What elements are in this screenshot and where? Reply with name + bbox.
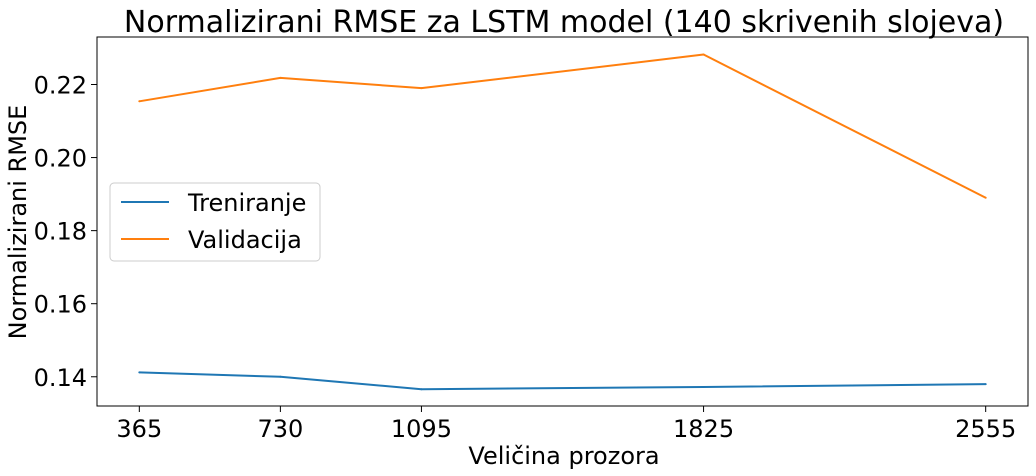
x-axis-label: Veličina prozora [468,442,659,470]
x-axis: 365 730 1095 1825 2555 [116,406,1016,443]
series-line-validacija [139,53,987,199]
series-line-treniranje [139,371,986,391]
y-axis-label: Normalizirani RMSE [4,105,32,340]
x-tick-label: 1095 [391,415,452,443]
legend-label-validacija: Validacija [188,226,302,254]
data-point-treniranje [420,388,423,391]
legend-label-treniranje: Treniranje [187,189,306,217]
x-tick-label: 2555 [955,415,1016,443]
x-tick-label: 730 [257,415,303,443]
plot-area [96,36,1029,407]
y-tick-label: 0.20 [34,145,87,173]
data-point-treniranje [984,383,987,386]
series-lines [138,53,987,391]
data-point-treniranje [279,375,282,378]
data-point-validacija [279,76,282,79]
y-tick-label: 0.22 [34,71,87,99]
y-tick-label: 0.14 [34,364,87,392]
y-tick-label: 0.16 [34,291,87,319]
data-point-validacija [984,196,987,199]
chart-title: Normalizirani RMSE za LSTM model (140 sk… [124,5,1004,40]
x-tick-label: 1825 [673,415,734,443]
data-point-validacija [420,87,423,90]
data-point-validacija [702,53,705,56]
x-tick-label: 365 [116,415,162,443]
y-axis: 0.14 0.16 0.18 0.20 0.22 [34,71,97,392]
data-point-treniranje [702,386,705,389]
data-point-validacija [138,100,141,103]
y-tick-label: 0.18 [34,218,87,246]
data-point-treniranje [138,371,141,374]
legend: Treniranje Validacija [109,182,321,262]
